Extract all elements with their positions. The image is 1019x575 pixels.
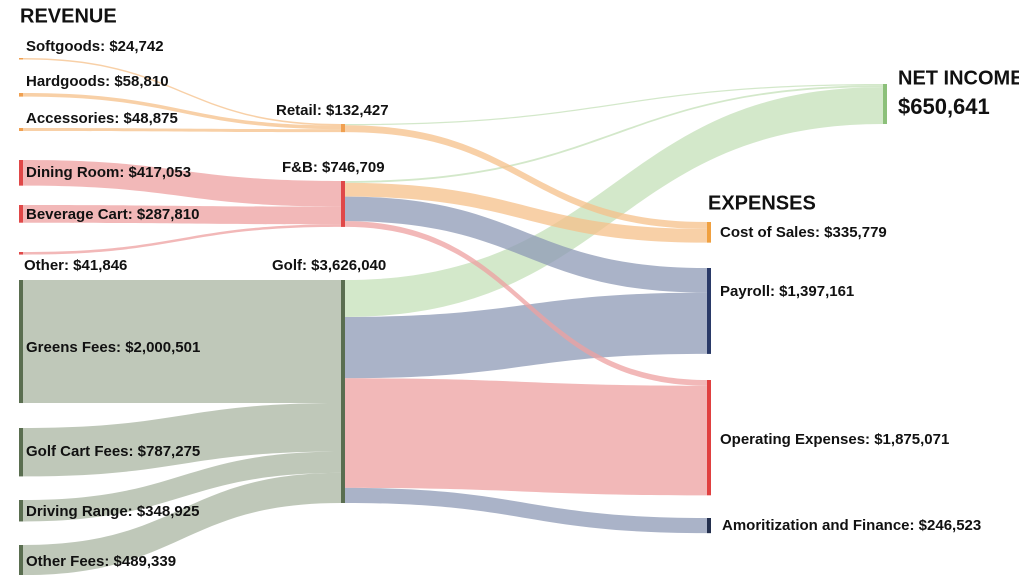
heading: NET INCOME: [898, 67, 1019, 89]
link: [345, 487, 707, 534]
node-label: Other: $41,846: [24, 257, 127, 274]
link: [345, 125, 707, 229]
link: [345, 85, 883, 183]
link: [23, 160, 341, 207]
link: [23, 93, 341, 130]
link: [23, 280, 341, 404]
node: [19, 545, 23, 575]
node: [19, 252, 23, 255]
node-label: Softgoods: $24,742: [26, 38, 164, 55]
link: [345, 182, 707, 243]
node-label: Amoritization and Finance: $246,523: [722, 517, 981, 534]
link: [23, 403, 341, 477]
node-label: Beverage Cart: $287,810: [26, 206, 199, 223]
link: [23, 58, 341, 126]
node-label: Dining Room: $417,053: [26, 164, 191, 181]
node-label: Hardgoods: $58,810: [26, 73, 169, 90]
node-label: $650,641: [898, 94, 990, 119]
link: [23, 451, 341, 522]
heading: EXPENSES: [708, 192, 816, 214]
link: [345, 196, 707, 293]
node: [341, 280, 345, 503]
node: [19, 500, 23, 522]
node-label: Driving Range: $348,925: [26, 503, 199, 520]
node: [341, 181, 345, 227]
node-label: Golf: $3,626,040: [272, 257, 386, 274]
link: [23, 224, 341, 255]
node-label: Operating Expenses: $1,875,071: [720, 431, 949, 448]
node: [19, 93, 23, 97]
link: [345, 292, 707, 379]
node-label: Other Fees: $489,339: [26, 553, 176, 570]
node-label: Retail: $132,427: [276, 102, 389, 119]
node: [19, 160, 23, 186]
node-label: Cost of Sales: $335,779: [720, 224, 887, 241]
node: [707, 380, 711, 496]
node: [707, 268, 711, 354]
link: [345, 84, 883, 126]
link: [23, 205, 341, 225]
node: [341, 124, 345, 133]
heading: REVENUE: [20, 5, 117, 27]
node-label: F&B: $746,709: [282, 159, 385, 176]
node: [19, 280, 23, 404]
node-label: Golf Cart Fees: $787,275: [26, 443, 200, 460]
node-label: Payroll: $1,397,161: [720, 283, 854, 300]
link: [23, 128, 341, 133]
node: [707, 222, 711, 243]
node: [707, 518, 711, 534]
node-label: Greens Fees: $2,000,501: [26, 339, 200, 356]
links: [23, 58, 883, 575]
link: [345, 378, 707, 496]
node: [19, 58, 23, 60]
link: [23, 472, 341, 575]
node-label: Accessories: $48,875: [26, 110, 178, 127]
link: [345, 87, 883, 317]
node: [19, 428, 23, 477]
node: [19, 128, 23, 132]
node: [883, 84, 887, 125]
node: [19, 205, 23, 223]
nodes: Softgoods: $24,742 Hardgoods: $58,810 Acce…: [19, 38, 990, 575]
link: [345, 221, 707, 386]
